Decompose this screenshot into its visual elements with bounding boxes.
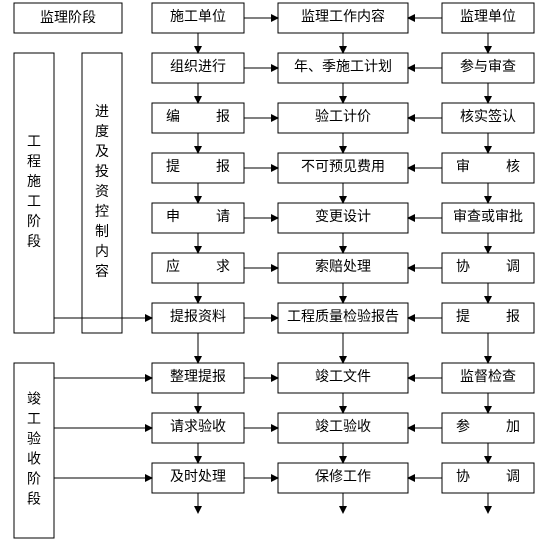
row2-c4-label-b: 核 — [506, 159, 520, 175]
construction-phase-label-5: 段 — [27, 234, 41, 250]
row7-c2-label: 请求验收 — [170, 419, 226, 435]
row3-c2-label-b: 请 — [216, 209, 230, 225]
row2-c3-label: 不可预见费用 — [301, 159, 385, 175]
row2-c2-label-a: 提 — [166, 159, 180, 175]
header-col2-label: 施工单位 — [170, 9, 226, 25]
row4-c2-label-a: 应 — [166, 258, 180, 275]
row2-c2-label-b: 报 — [216, 159, 230, 175]
row1-c3-label: 验工计价 — [315, 109, 371, 125]
row3-c2-label-a: 申 — [166, 209, 180, 225]
header-col3-label: 监理工作内容 — [301, 8, 385, 25]
row5-c2-label: 提报资料 — [170, 309, 226, 325]
row2-c4-label-a: 审 — [456, 159, 470, 175]
completion-phase-label-2: 验 — [27, 432, 41, 448]
construction-phase-label-1: 程 — [27, 154, 41, 170]
header-col4-label: 监理单位 — [460, 9, 516, 25]
row1-c4-label: 核实签认 — [460, 108, 516, 125]
row1-c2-label-b: 报 — [216, 109, 230, 125]
completion-phase-label-5: 段 — [27, 492, 41, 508]
completion-phase-label-3: 收 — [27, 452, 41, 468]
row4-c4-label-a: 协 — [456, 259, 470, 275]
supervise-phase-label: 监理阶段 — [40, 10, 96, 26]
row0-c4-label: 参与审查 — [460, 58, 516, 75]
row8-c3-label: 保修工作 — [315, 469, 371, 485]
row5-c4-label-b: 报 — [506, 309, 520, 325]
progress-investment-label-6: 制 — [95, 224, 109, 240]
progress-investment-label-5: 控 — [95, 204, 109, 220]
row8-c2-label: 及时处理 — [170, 469, 226, 485]
completion-phase-box — [14, 363, 54, 538]
row3-c4-label: 审查或审批 — [453, 209, 523, 225]
row8-c4-label-a: 协 — [456, 469, 470, 485]
row4-c2-label-b: 求 — [216, 259, 230, 275]
progress-investment-label-3: 投 — [95, 164, 109, 180]
completion-phase-label-1: 工 — [27, 413, 41, 428]
construction-phase-label-4: 阶 — [27, 214, 41, 230]
row5-c4-label-a: 提 — [456, 309, 470, 325]
progress-investment-label-8: 容 — [95, 263, 109, 280]
construction-phase-label-2: 施 — [27, 174, 41, 190]
row7-c4-label-b: 加 — [506, 419, 520, 435]
row8-c4-label-b: 调 — [506, 469, 520, 485]
completion-phase-label-0: 竣 — [27, 392, 41, 408]
progress-investment-label-0: 进 — [95, 104, 109, 120]
row6-c4-label: 监督检查 — [460, 369, 516, 385]
row7-c4-label-a: 参 — [456, 418, 470, 435]
row6-c3-label: 竣工文件 — [315, 369, 371, 385]
row5-c3-label: 工程质量检验报告 — [287, 309, 399, 325]
flowchart-canvas: 监理阶段工程施工阶段进度及投资控制内容竣工验收阶段施工单位监理工作内容监理单位组… — [0, 0, 550, 543]
row7-c3-label: 竣工验收 — [315, 419, 371, 435]
row1-c2-label-a: 编 — [166, 109, 180, 125]
construction-phase-label-3: 工 — [27, 195, 41, 210]
row4-c4-label-b: 调 — [506, 259, 520, 275]
progress-investment-label-2: 及 — [95, 144, 109, 160]
row0-c2-label: 组织进行 — [170, 59, 226, 75]
progress-investment-label-7: 内 — [95, 244, 109, 260]
progress-investment-label-4: 资 — [95, 184, 109, 200]
progress-investment-label-1: 度 — [95, 124, 109, 140]
construction-phase-box — [14, 53, 54, 333]
construction-phase-label-0: 工 — [27, 135, 41, 150]
row0-c3-label: 年、季施工计划 — [294, 59, 392, 75]
row6-c2-label: 整理提报 — [170, 369, 226, 385]
row3-c3-label: 变更设计 — [315, 209, 371, 225]
row4-c3-label: 索赔处理 — [315, 258, 371, 275]
completion-phase-label-4: 阶 — [27, 472, 41, 488]
